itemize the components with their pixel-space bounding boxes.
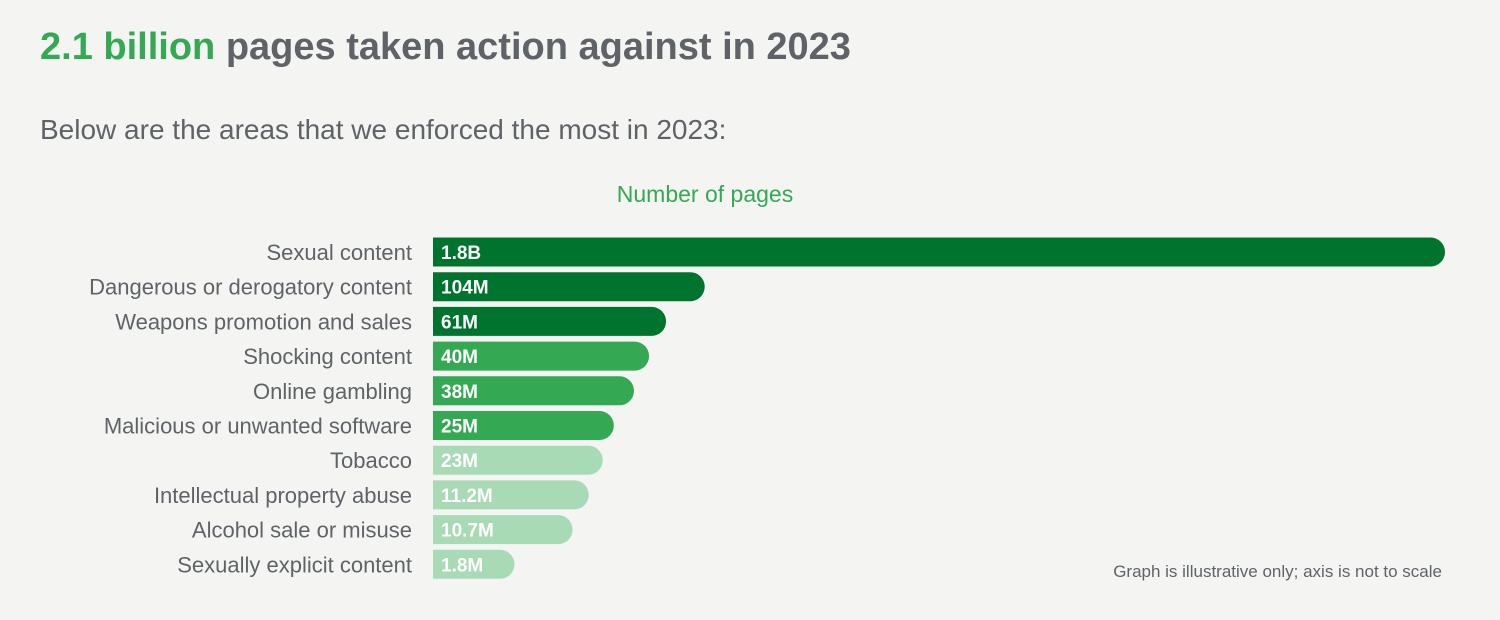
category-label: Shocking content bbox=[243, 344, 412, 369]
category-label: Weapons promotion and sales bbox=[115, 309, 412, 334]
bar bbox=[433, 480, 589, 510]
category-label: Dangerous or derogatory content bbox=[89, 275, 412, 300]
subtitle: Below are the areas that we enforced the… bbox=[40, 114, 727, 145]
scale-note: Graph is illustrative only; axis is not … bbox=[1113, 562, 1442, 581]
value-label: 38M bbox=[441, 382, 478, 403]
bar bbox=[433, 376, 634, 406]
category-label: Sexually explicit content bbox=[177, 552, 412, 577]
value-label: 1.8M bbox=[441, 555, 483, 576]
value-label: 25M bbox=[441, 417, 478, 438]
chart-title: Number of pages bbox=[616, 181, 794, 207]
bar bbox=[433, 237, 1445, 267]
value-label: 1.8B bbox=[441, 243, 481, 264]
category-label: Intellectual property abuse bbox=[154, 483, 412, 508]
bar bbox=[433, 272, 705, 302]
value-label: 61M bbox=[441, 312, 478, 333]
category-label: Alcohol sale or misuse bbox=[192, 518, 412, 543]
value-label: 10.7M bbox=[441, 521, 494, 542]
bar bbox=[433, 549, 515, 579]
value-label: 23M bbox=[441, 451, 478, 472]
headline-rest: pages taken action against in 2023 bbox=[225, 26, 851, 68]
bar bbox=[433, 515, 573, 545]
bar bbox=[433, 445, 603, 475]
headline-accent: 2.1 billion bbox=[40, 26, 216, 68]
category-label: Tobacco bbox=[330, 448, 412, 473]
value-label: 40M bbox=[441, 347, 478, 368]
value-label: 104M bbox=[441, 278, 489, 299]
category-label: Malicious or unwanted software bbox=[104, 414, 412, 439]
category-label: Sexual content bbox=[266, 240, 412, 265]
bar bbox=[433, 341, 650, 371]
value-label: 11.2M bbox=[441, 486, 493, 507]
headline: 2.1 billion pages taken action against i… bbox=[40, 26, 851, 69]
category-label: Online gambling bbox=[253, 379, 412, 404]
bar bbox=[433, 306, 667, 336]
bar bbox=[433, 411, 614, 440]
